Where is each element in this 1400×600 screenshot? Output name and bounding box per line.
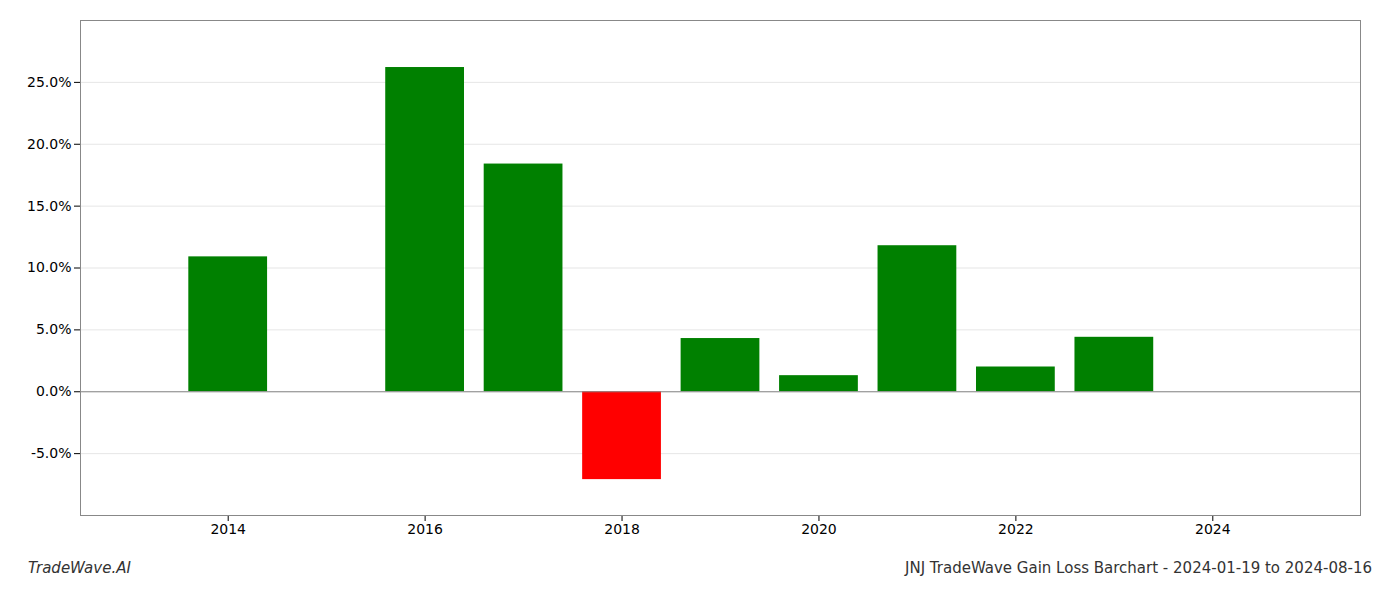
svg-text:2016: 2016 bbox=[407, 521, 443, 537]
svg-text:2014: 2014 bbox=[210, 521, 246, 537]
svg-text:10.0%: 10.0% bbox=[27, 259, 71, 275]
svg-text:2018: 2018 bbox=[604, 521, 640, 537]
svg-text:5.0%: 5.0% bbox=[36, 321, 72, 337]
svg-text:15.0%: 15.0% bbox=[27, 198, 71, 214]
svg-text:2020: 2020 bbox=[801, 521, 837, 537]
svg-text:2024: 2024 bbox=[1195, 521, 1231, 537]
svg-text:20.0%: 20.0% bbox=[27, 136, 71, 152]
svg-text:2022: 2022 bbox=[998, 521, 1034, 537]
html-text:TradeWave.AI: TradeWave.AI bbox=[28, 559, 131, 577]
svg-text:0.0%: 0.0% bbox=[36, 383, 72, 399]
svg-text:-5.0%: -5.0% bbox=[31, 445, 72, 461]
html-text:JNJ TradeWave Gain Loss Barcha: JNJ TradeWave Gain Loss Barchart - 2024-… bbox=[905, 559, 1372, 577]
svg-text:25.0%: 25.0% bbox=[27, 74, 71, 90]
